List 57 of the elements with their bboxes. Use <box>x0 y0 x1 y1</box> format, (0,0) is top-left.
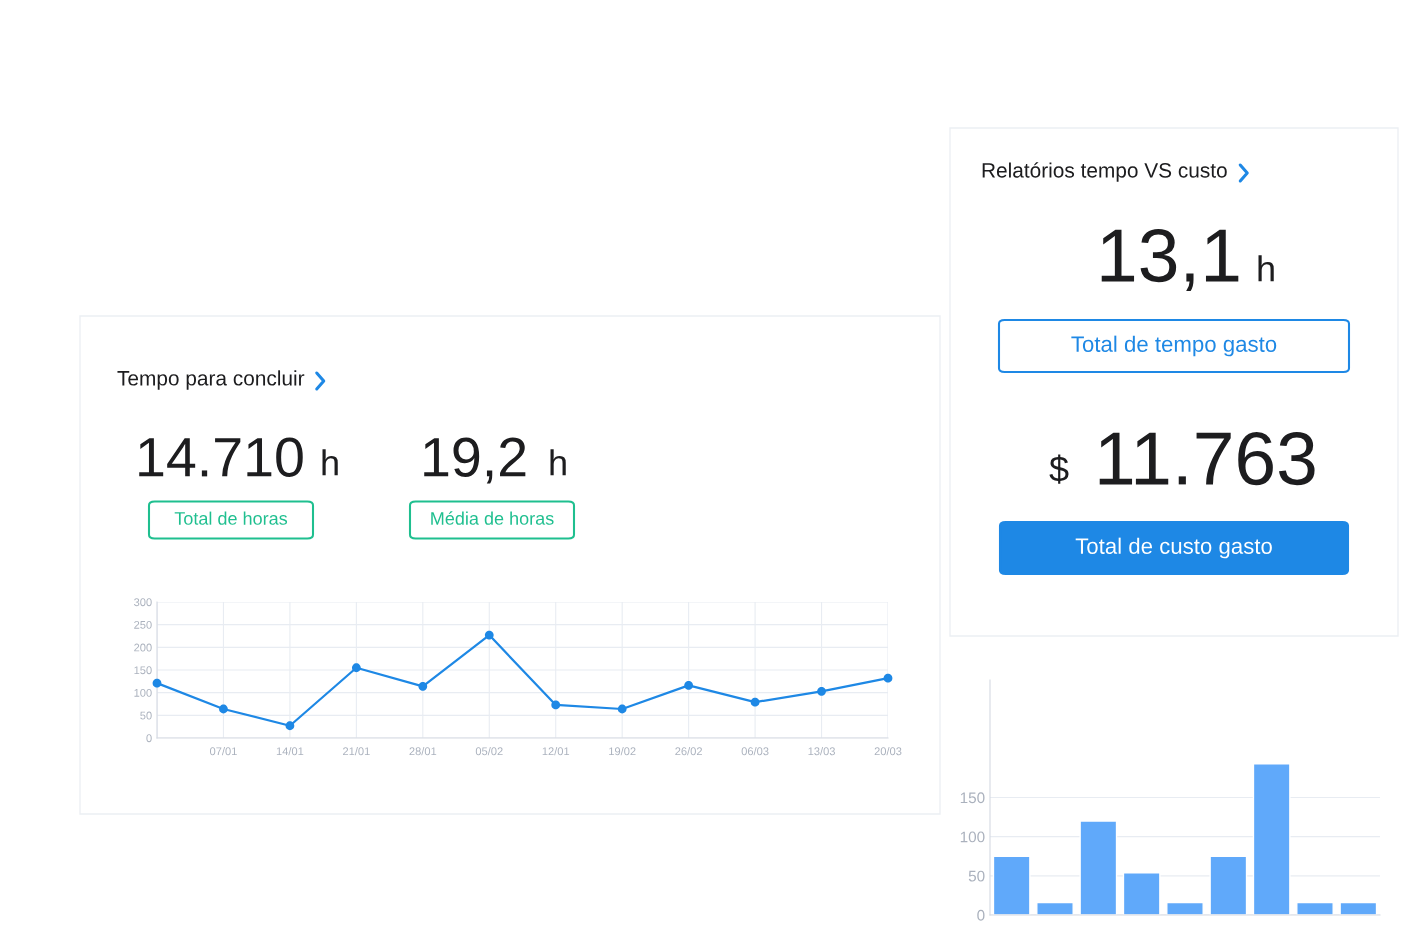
y-tick-label: 250 <box>134 620 152 629</box>
x-tick-label: 26/02 <box>675 747 702 756</box>
bar <box>1296 901 1334 915</box>
point <box>152 678 162 688</box>
bar <box>1079 820 1118 915</box>
point <box>551 700 561 710</box>
y-tick-label: 300 <box>134 598 152 607</box>
text: h <box>322 449 338 476</box>
text: 14.710 <box>139 437 303 477</box>
bar <box>1036 901 1074 915</box>
x-tick-label: 19/02 <box>609 747 636 756</box>
point <box>617 704 627 714</box>
text: $ <box>1049 454 1069 484</box>
x-tick-label: 06/03 <box>741 747 769 756</box>
text: Tempo para concluir <box>117 370 305 390</box>
x-tick-label: 14/01 <box>276 747 304 756</box>
bar <box>1209 855 1248 915</box>
text: 19,2 <box>424 437 526 484</box>
point <box>883 673 893 683</box>
y-tick-label: 150 <box>960 792 985 804</box>
text: Total de horas <box>174 511 288 525</box>
bar <box>1166 901 1204 915</box>
y-tick-label: 200 <box>134 643 152 652</box>
text: Relatórios tempo VS custo <box>982 162 1227 182</box>
y-tick-label: 50 <box>968 870 985 882</box>
x-tick-label: 07/01 <box>209 747 237 756</box>
y-tick-label: 0 <box>977 909 985 921</box>
point <box>285 721 295 731</box>
text: 11.763 <box>1099 432 1315 486</box>
bar <box>992 855 1031 915</box>
text: 13,1 <box>1101 229 1239 291</box>
y-tick-label: 150 <box>134 666 152 675</box>
x-tick-label: 12/01 <box>542 747 570 756</box>
x-tick-label: 21/01 <box>343 747 370 756</box>
point <box>418 681 428 691</box>
y-tick-label: 0 <box>146 734 152 743</box>
point <box>817 686 826 696</box>
point <box>351 663 361 673</box>
bar <box>1122 872 1161 915</box>
text: h <box>550 449 566 476</box>
point <box>484 630 494 640</box>
bar <box>1252 763 1291 915</box>
point <box>750 697 760 707</box>
bar <box>1339 901 1378 915</box>
x-tick-label: 13/03 <box>808 747 835 756</box>
x-tick-label: 20/03 <box>874 747 902 756</box>
y-tick-label: 100 <box>960 831 985 843</box>
x-tick-label: 05/02 <box>475 747 503 756</box>
text: Total de custo gasto <box>1075 537 1272 559</box>
y-tick-label: 100 <box>134 688 152 697</box>
y-tick-label: 50 <box>140 711 152 720</box>
x-tick-label: 28/01 <box>409 747 437 756</box>
point <box>684 681 694 690</box>
text: Total de tempo gasto <box>1071 335 1277 357</box>
point <box>219 704 228 714</box>
text: h <box>1258 255 1274 282</box>
text: Média de horas <box>431 511 554 525</box>
